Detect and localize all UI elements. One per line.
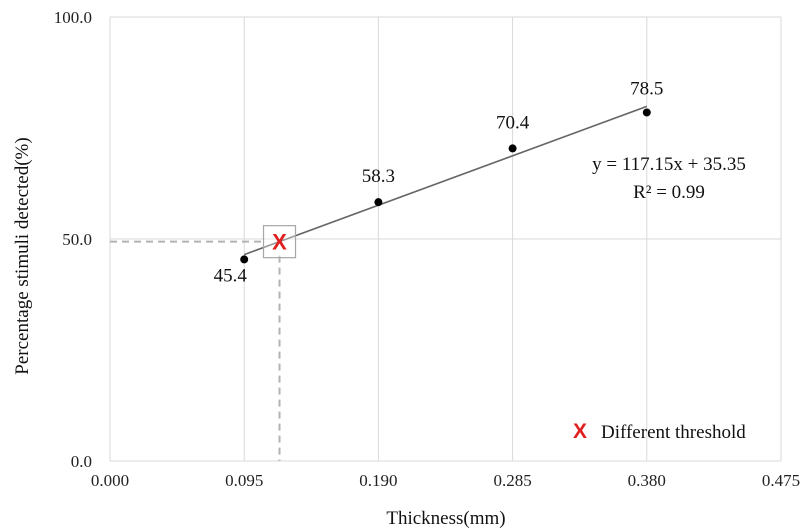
trendline-group <box>243 105 648 256</box>
x-tick-label: 0.000 <box>91 471 129 490</box>
threshold-guide-lines <box>110 240 281 461</box>
x-tick-label: 0.285 <box>493 471 531 490</box>
threshold-marker-group: X <box>262 225 297 259</box>
y-axis-title: Percentage stimuli detected(%) <box>12 137 33 374</box>
y-tick-label: 100.0 <box>54 8 92 27</box>
x-axis-ticks: 0.000 0.095 0.190 0.285 0.380 0.475 <box>91 471 800 490</box>
x-tick-label: 0.190 <box>359 471 397 490</box>
data-point <box>240 255 249 264</box>
trendline-equation: y = 117.15x + 35.35 <box>592 154 746 175</box>
r-squared-label: R² = 0.99 <box>633 182 705 203</box>
gridlines <box>109 16 782 462</box>
data-label: 58.3 <box>362 166 395 187</box>
data-label: 78.5 <box>630 78 663 99</box>
data-labels: 45.4 58.3 70.4 78.5 <box>214 78 664 286</box>
data-label: 70.4 <box>496 112 530 133</box>
legend-label: Different threshold <box>601 422 746 443</box>
threshold-x-marker-icon: X <box>272 230 287 255</box>
data-point <box>374 198 383 207</box>
y-tick-label: 0.0 <box>71 452 92 471</box>
legend-x-marker-icon: X <box>573 420 587 443</box>
x-axis-title: Thickness(mm) <box>386 508 505 529</box>
y-tick-label: 50.0 <box>62 230 92 249</box>
legend: X Different threshold <box>573 420 746 443</box>
x-tick-label: 0.095 <box>225 471 263 490</box>
y-axis-ticks: 0.0 50.0 100.0 <box>54 8 92 471</box>
data-point <box>642 108 651 117</box>
x-tick-label: 0.475 <box>762 471 800 490</box>
data-points <box>240 108 651 264</box>
x-tick-label: 0.380 <box>628 471 666 490</box>
threshold-marker-box <box>262 225 297 259</box>
trendline <box>243 105 648 256</box>
data-label: 45.4 <box>214 265 248 286</box>
data-point <box>508 144 517 153</box>
